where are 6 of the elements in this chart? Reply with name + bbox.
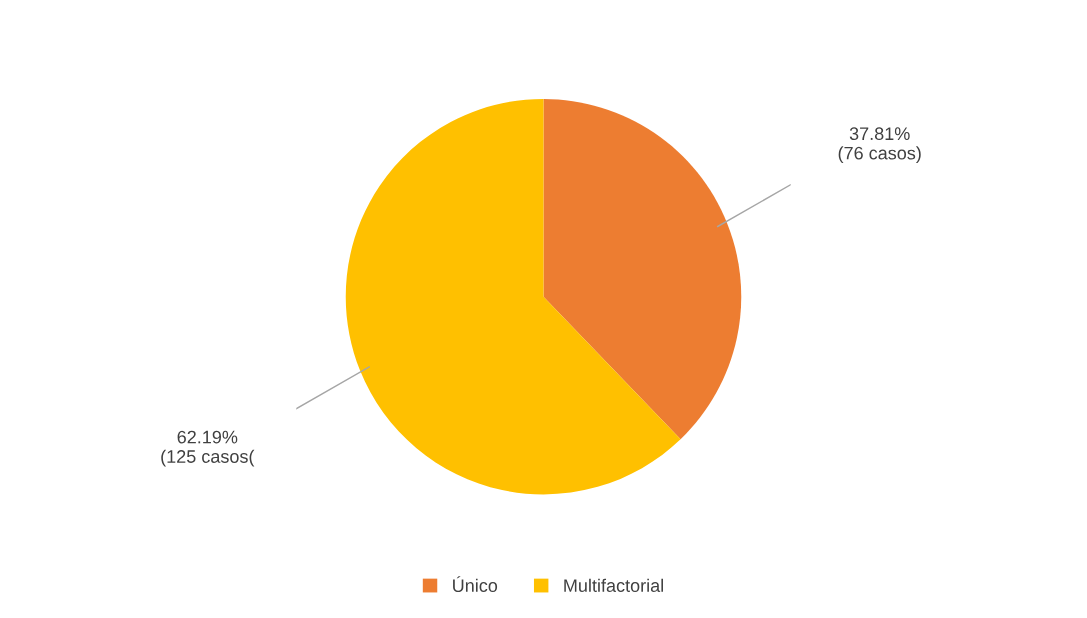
- data-label: 37.81% (76 casos): [838, 127, 921, 164]
- legend-label: Único: [453, 576, 498, 592]
- pie-slice: [345, 98, 681, 495]
- legend-label: Multifactorial: [564, 578, 663, 592]
- pie-slice: [543, 98, 742, 440]
- data-label: 62.19% (125 casos(: [161, 430, 255, 467]
